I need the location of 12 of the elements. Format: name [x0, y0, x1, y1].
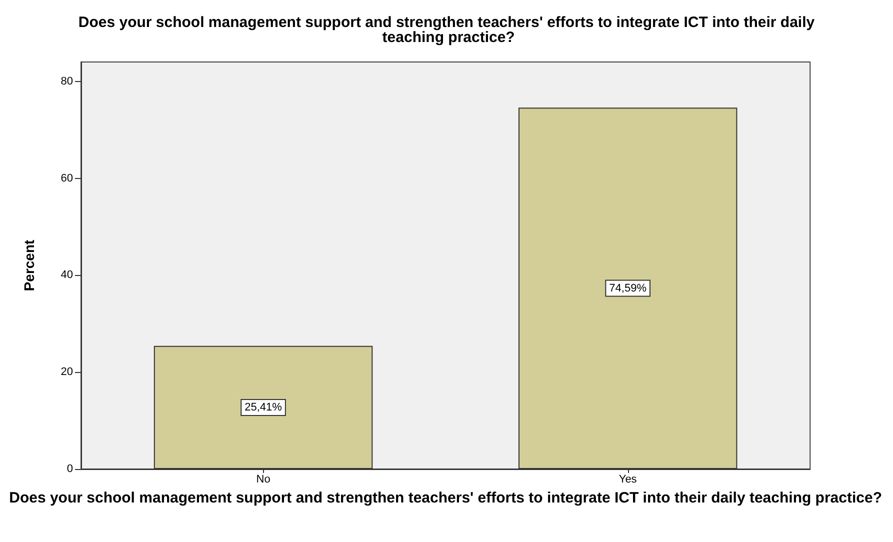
y-tick-label: 20: [60, 366, 73, 378]
x-tick-label: Yes: [618, 474, 638, 486]
y-tick-label: 60: [60, 172, 73, 184]
chart-title: Does your school management support and strengthen teachers' efforts to integrate ICT into their daily teaching practice?: [78, 14, 816, 46]
y-axis-title: Percent: [21, 239, 37, 292]
y-tick-label: 40: [60, 269, 73, 282]
x-axis-title: Does your school management support and strengthen teachers' efforts to integrate ICT into their daily teaching practice?: [9, 490, 882, 506]
data-label: 25,41%: [244, 401, 282, 414]
data-label: 74,59%: [609, 282, 647, 294]
y-tick-label: 0: [66, 463, 73, 475]
x-tick-label: No: [256, 474, 270, 486]
y-tick-label: 80: [60, 75, 73, 88]
